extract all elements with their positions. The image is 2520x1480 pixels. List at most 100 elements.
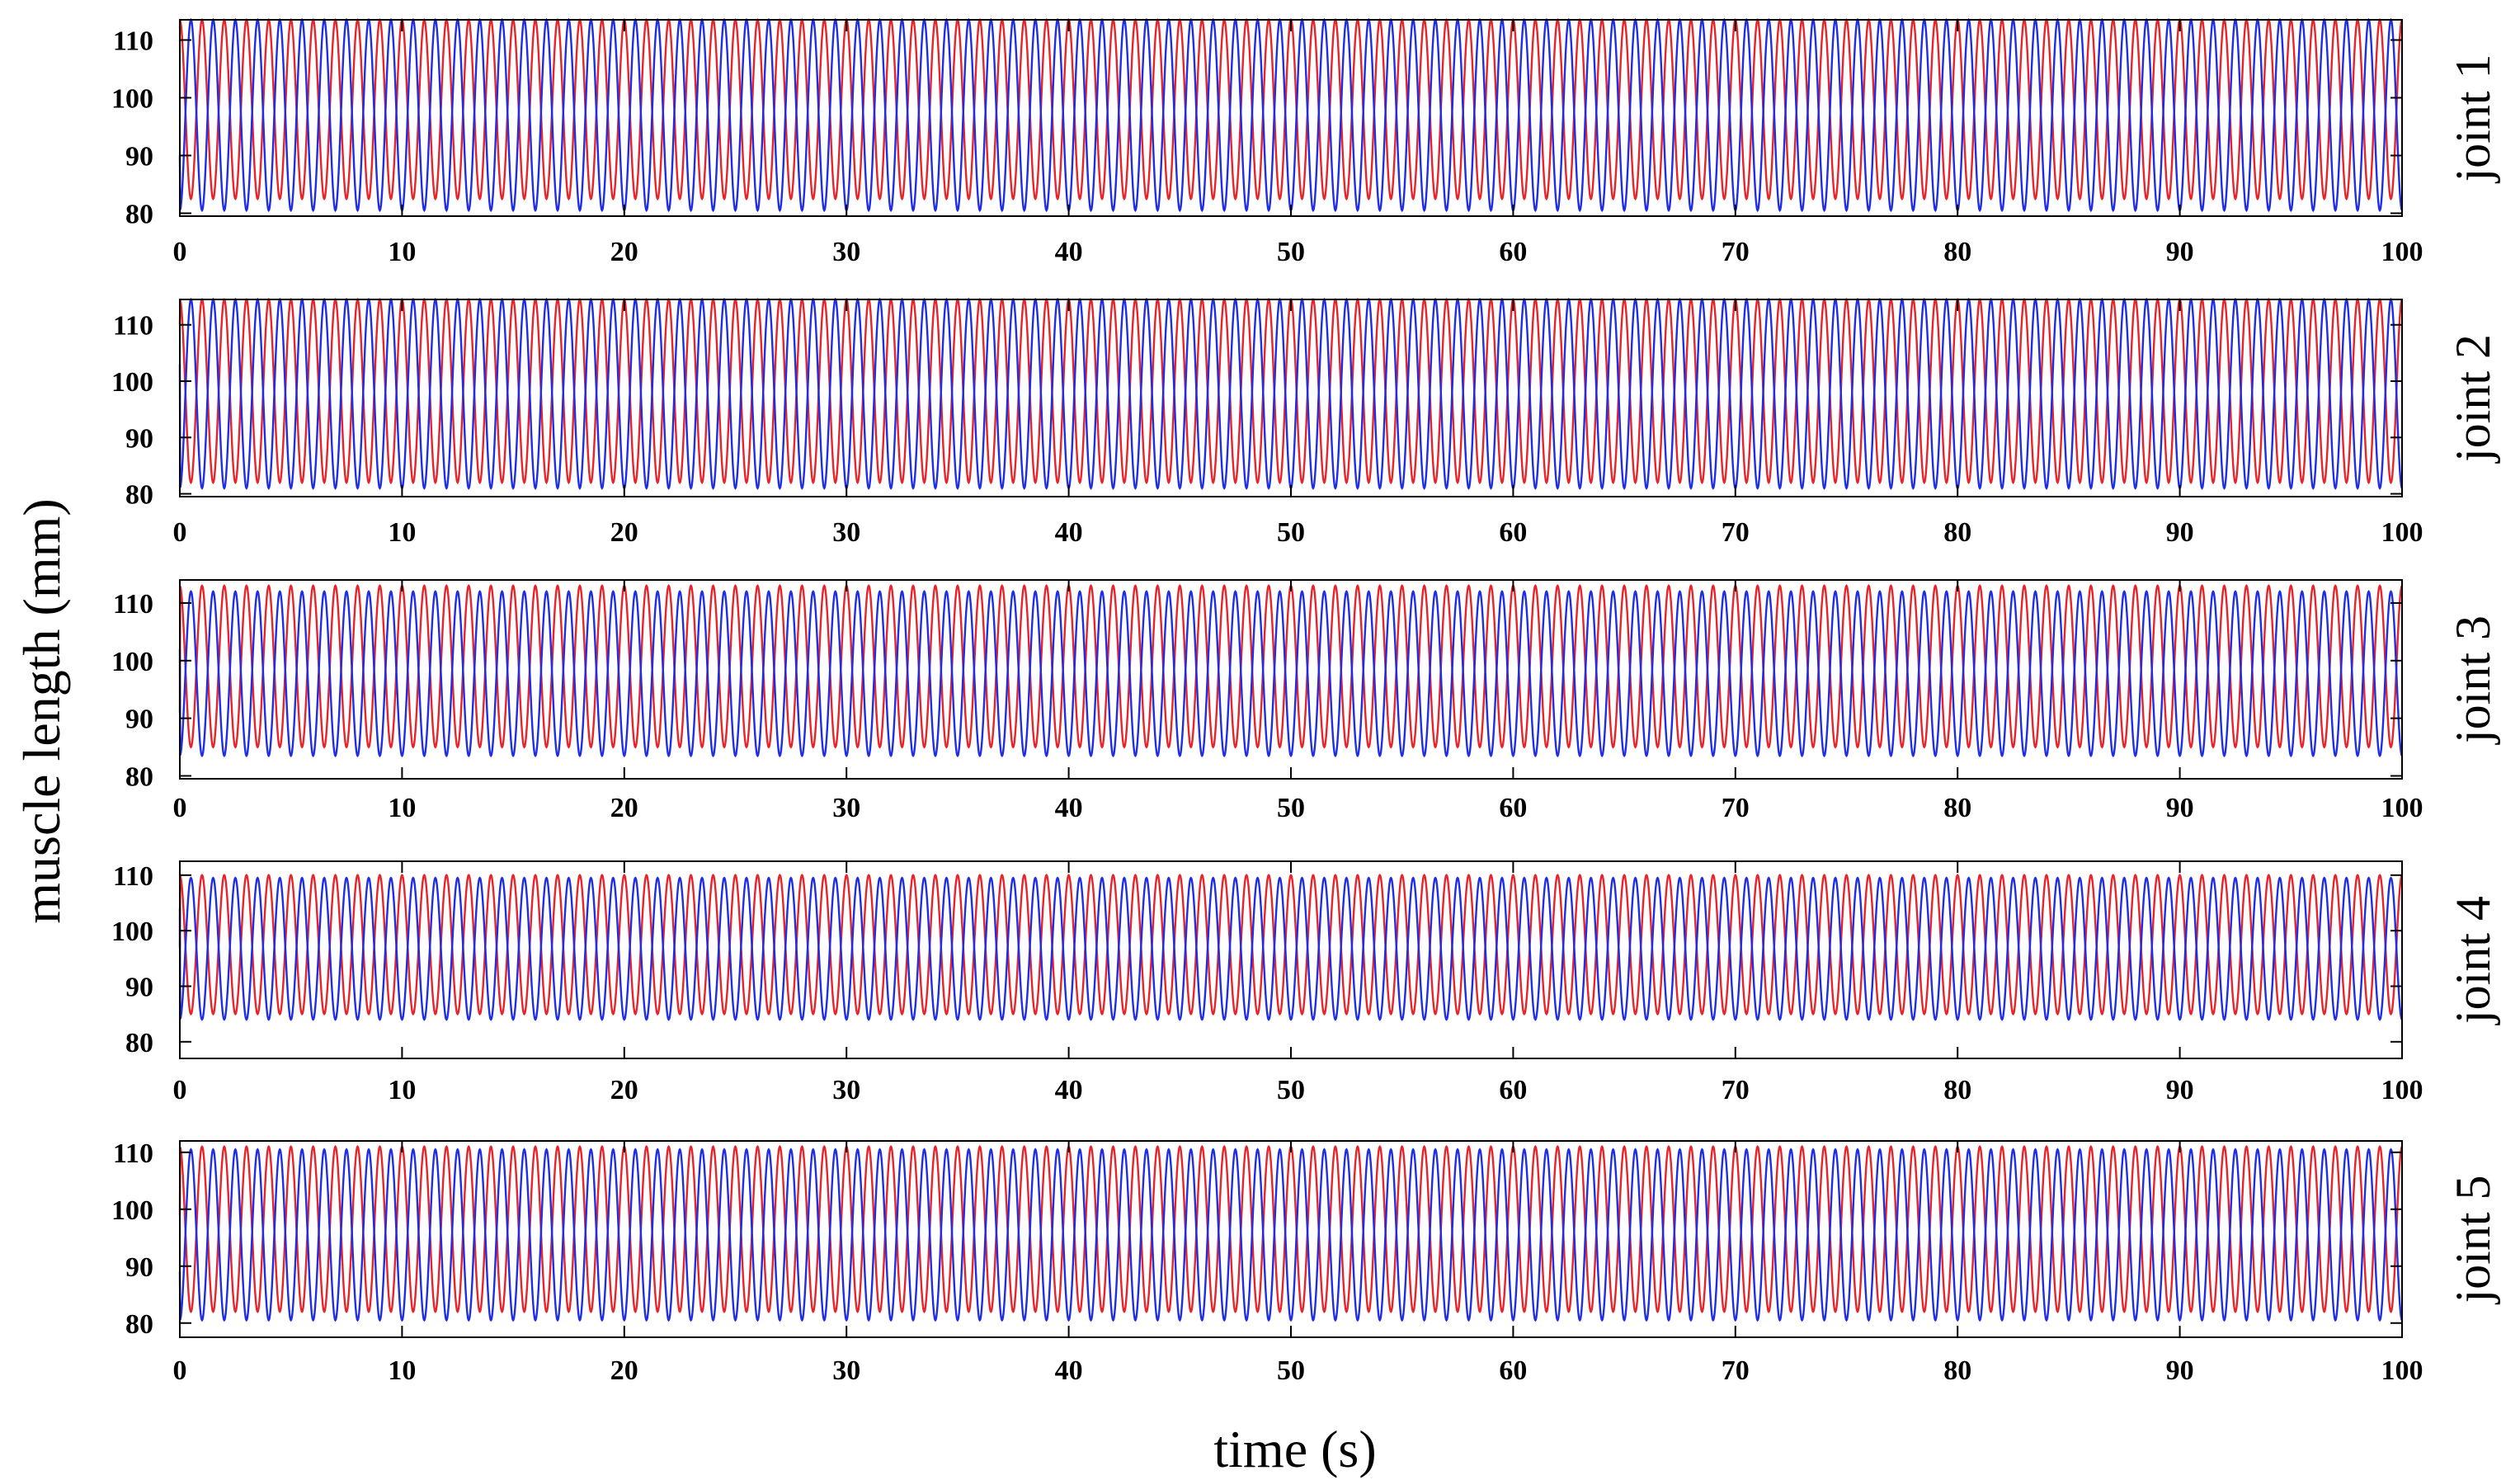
y-tick-label: 90 <box>125 142 153 172</box>
series-line-blue <box>178 297 2403 490</box>
x-tick-label: 40 <box>1055 1355 1083 1386</box>
x-tick-label: 60 <box>1499 1075 1527 1105</box>
x-tick-label: 20 <box>610 517 638 548</box>
plot-frame <box>179 1140 2403 1338</box>
x-tick-label: 10 <box>388 237 416 267</box>
x-tick-label: 60 <box>1499 517 1527 548</box>
x-tick-label: 90 <box>2166 1355 2194 1386</box>
panel-label: joint 1 <box>2446 54 2500 183</box>
x-tick-label: 100 <box>2381 517 2423 548</box>
x-tick-label: 30 <box>832 517 860 548</box>
y-tick-label: 90 <box>125 972 153 1002</box>
x-tick-label: 60 <box>1499 793 1527 823</box>
x-tick-label: 100 <box>2381 793 2423 823</box>
y-tick-label: 110 <box>113 26 153 57</box>
x-tick-label: 50 <box>1277 517 1305 548</box>
panel-joint-3: 0 10 20 30 40 50 60 70 80 90 100 80 90 100 110 joint 3 <box>111 579 2500 823</box>
panel-joint-2: 0 10 20 30 40 50 60 70 80 90 100 80 90 100 110 joint 2 <box>111 297 2500 548</box>
x-tick-label: 100 <box>2381 1075 2423 1105</box>
y-tick-label: 100 <box>111 1195 153 1226</box>
x-tick-label: 80 <box>1943 793 1971 823</box>
x-tick-label: 0 <box>173 237 187 267</box>
x-tick-label: 50 <box>1277 237 1305 267</box>
x-tick-label: 40 <box>1055 517 1083 548</box>
x-tick-label: 30 <box>832 1075 860 1105</box>
x-tick-label: 80 <box>1943 1355 1971 1386</box>
x-tick-label: 40 <box>1055 1075 1083 1105</box>
panel-joint-5: 0 10 20 30 40 50 60 70 80 90 100 80 90 100 110 joint 5 <box>111 1138 2500 1386</box>
series-line-red <box>178 297 2403 484</box>
x-tick-label: 70 <box>1722 793 1750 823</box>
y-tick-label: 90 <box>125 705 153 735</box>
panel-label: joint 2 <box>2446 334 2500 464</box>
y-tick-label: 100 <box>111 647 153 677</box>
plot-frame <box>179 579 2403 780</box>
panel-label: joint 5 <box>2446 1175 2500 1304</box>
x-tick-label: 20 <box>610 1355 638 1386</box>
series-line-red <box>178 1145 2403 1313</box>
x-tick-label: 10 <box>388 1075 416 1105</box>
x-tick-label: 50 <box>1277 1355 1305 1386</box>
x-tick-label: 20 <box>610 1075 638 1105</box>
panel-joint-1: 0 10 20 30 40 50 60 70 80 90 100 80 90 100 110 joint 1 <box>111 17 2500 267</box>
plot-frame <box>179 19 2403 217</box>
series-line-red <box>178 874 2403 1016</box>
y-tick-label: 80 <box>125 762 153 793</box>
x-tick-label: 50 <box>1277 793 1305 823</box>
y-tick-label: 110 <box>113 861 153 892</box>
y-tick-label: 100 <box>111 84 153 115</box>
x-tick-label: 60 <box>1499 1355 1527 1386</box>
x-tick-label: 30 <box>832 237 860 267</box>
y-tick-label: 110 <box>113 589 153 620</box>
x-tick-label: 0 <box>173 1075 187 1105</box>
x-tick-label: 100 <box>2381 237 2423 267</box>
panel-joint-4: 0 10 20 30 40 50 60 70 80 90 100 80 90 100 110 joint 4 <box>111 860 2500 1105</box>
x-tick-label: 50 <box>1277 1075 1305 1105</box>
y-tick-label: 80 <box>125 480 153 511</box>
series-line-red <box>178 584 2403 749</box>
x-tick-label: 70 <box>1722 1355 1750 1386</box>
x-tick-label: 80 <box>1943 237 1971 267</box>
y-tick-label: 110 <box>113 1138 153 1169</box>
series-line-red <box>178 18 2403 200</box>
x-axis-label: time (s) <box>1213 1420 1376 1478</box>
x-tick-label: 70 <box>1722 1075 1750 1105</box>
x-tick-label: 80 <box>1943 1075 1971 1105</box>
x-tick-label: 80 <box>1943 517 1971 548</box>
y-tick-label: 100 <box>111 367 153 398</box>
x-tick-label: 40 <box>1055 237 1083 267</box>
x-tick-label: 90 <box>2166 1075 2194 1105</box>
y-tick-label: 80 <box>125 1309 153 1340</box>
series-line-blue <box>178 17 2403 213</box>
x-tick-label: 40 <box>1055 793 1083 823</box>
x-tick-label: 90 <box>2166 237 2194 267</box>
x-tick-label: 90 <box>2166 517 2194 548</box>
y-tick-label: 80 <box>125 1028 153 1058</box>
panel-label: joint 3 <box>2446 615 2500 745</box>
x-tick-label: 100 <box>2381 1355 2423 1386</box>
y-tick-label: 80 <box>125 200 153 230</box>
x-tick-label: 0 <box>173 1355 187 1386</box>
x-tick-label: 10 <box>388 1355 416 1386</box>
plot-frame <box>179 860 2403 1059</box>
x-tick-label: 0 <box>173 517 187 548</box>
x-tick-label: 90 <box>2166 793 2194 823</box>
y-axis-label: muscle length (mm) <box>12 498 71 923</box>
x-tick-label: 70 <box>1722 517 1750 548</box>
x-tick-label: 0 <box>173 793 187 823</box>
y-tick-label: 90 <box>125 1252 153 1283</box>
x-tick-label: 30 <box>832 1355 860 1386</box>
x-tick-label: 60 <box>1499 237 1527 267</box>
x-tick-label: 10 <box>388 793 416 823</box>
panel-label: joint 4 <box>2446 896 2500 1025</box>
x-tick-label: 10 <box>388 517 416 548</box>
x-tick-label: 70 <box>1722 237 1750 267</box>
series-line-blue <box>178 1148 2403 1322</box>
x-tick-label: 20 <box>610 237 638 267</box>
plot-frame <box>179 299 2403 497</box>
y-tick-label: 110 <box>113 311 153 342</box>
y-tick-label: 100 <box>111 917 153 947</box>
x-tick-label: 30 <box>832 793 860 823</box>
